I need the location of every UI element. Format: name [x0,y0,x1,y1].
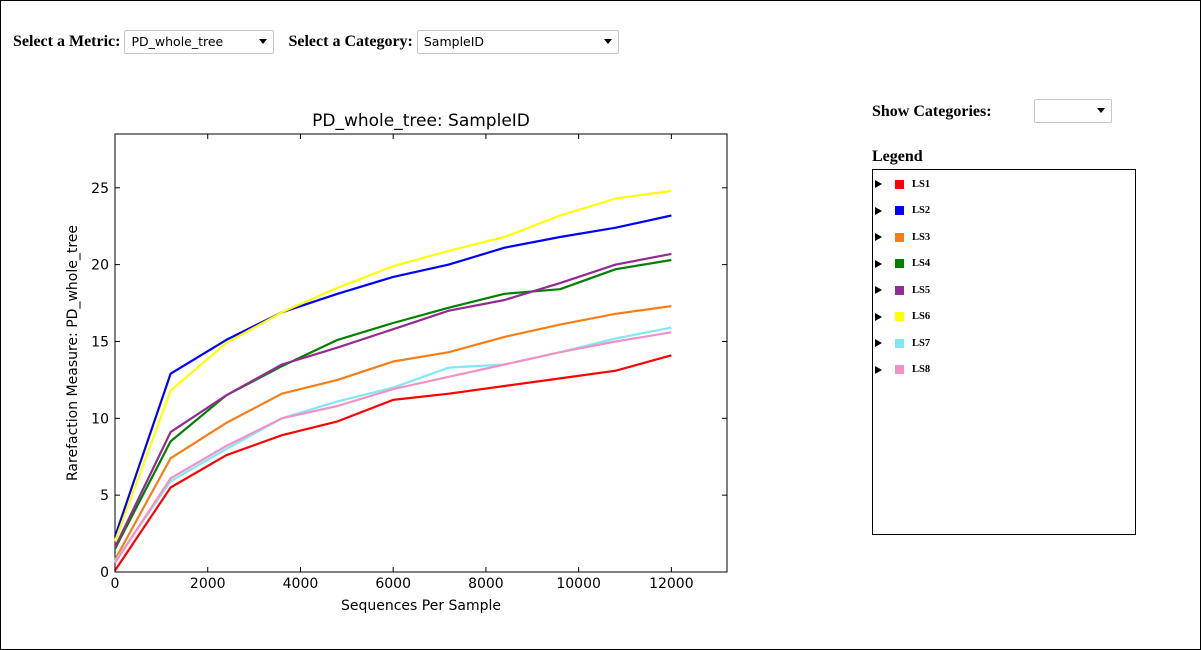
y-tick-label: 5 [100,488,109,504]
legend-label: LS4 [912,258,931,269]
x-tick-label: 10000 [556,576,601,592]
x-tick-label: 2000 [190,576,226,592]
legend-item-ls3[interactable]: LS3 [875,229,930,245]
x-tick-label: 12000 [649,576,694,592]
expand-triangle-icon[interactable] [875,286,882,294]
category-label: Select a Category: [288,33,413,50]
series-line-ls8 [114,331,672,564]
category-select[interactable]: SampleID [416,30,619,54]
legend-label: LS6 [912,311,931,322]
legend-swatch [895,259,904,268]
expand-triangle-icon[interactable] [875,259,882,268]
series-line-ls5 [114,252,672,548]
series-line-ls1 [114,354,672,572]
legend-item-ls5[interactable]: LS5 [875,282,930,298]
legend-item-ls6[interactable]: LS6 [875,309,930,325]
chevron-down-icon [603,39,612,44]
plot-area [114,133,728,573]
series-line-ls2 [113,214,672,538]
toolbar: Select a Metric: PD_whole_tree Select a … [13,30,619,54]
y-tick-label: 15 [91,334,109,350]
legend-swatch [895,206,904,215]
chevron-down-icon [1097,108,1105,113]
series-line-ls6 [113,189,672,542]
legend-label: LS1 [912,178,931,190]
y-tick-label: 10 [91,411,109,427]
legend-item-ls2[interactable]: LS2 [875,203,930,219]
legend-label: LS2 [912,205,931,216]
chart-title: PD_whole_tree: SampleID [312,111,530,131]
legend-swatch [895,365,904,374]
expand-triangle-icon[interactable] [875,180,882,188]
series-line-ls4 [114,258,672,550]
expand-triangle-icon[interactable] [875,365,882,374]
legend-label: LS8 [912,364,931,375]
category-select-value: SampleID [423,34,485,49]
legend-swatch [895,312,904,321]
metric-select[interactable]: PD_whole_tree [124,30,275,54]
y-axis-label: Rarefaction Measure: PD_whole_tree [65,225,81,481]
legend-swatch [895,285,904,295]
legend-label: LS5 [912,284,931,296]
legend-swatch [895,232,904,242]
x-tick-label: 4000 [283,576,319,592]
y-tick-label: 25 [91,181,109,197]
legend-swatch [895,179,904,189]
metric-select-value: PD_whole_tree [131,34,224,49]
legend-title: Legend [872,148,923,165]
legend-label: LS7 [912,337,931,349]
legend-item-ls8[interactable]: LS8 [875,362,930,378]
legend-item-ls1[interactable]: LS1 [875,176,930,192]
y-tick-label: 20 [91,258,109,274]
series-line-ls3 [114,305,672,561]
y-tick-label: 0 [100,565,109,581]
x-tick-label: 8000 [468,576,504,592]
legend-item-ls4[interactable]: LS4 [875,256,930,272]
expand-triangle-icon[interactable] [875,312,882,321]
expand-triangle-icon[interactable] [875,206,882,215]
legend-swatch [895,338,904,348]
x-axis-label: Sequences Per Sample [341,598,501,614]
rarefaction-chart: 0 2000 4000 6000 8000 10000 12000 0 5 10 15 20 25 Se… [65,133,728,614]
x-tick-label: 6000 [375,576,411,592]
expand-triangle-icon[interactable] [875,339,882,347]
x-tick-label: 0 [111,576,120,592]
metric-label: Select a Metric: [13,33,121,50]
chevron-down-icon [259,39,268,44]
show-categories-select[interactable] [1034,99,1112,123]
legend-label: LS3 [912,231,931,243]
legend-panel: LS1 LS2 LS3 LS4 LS5 LS6 LS7 LS8 [872,169,1136,535]
expand-triangle-icon[interactable] [875,233,882,241]
show-categories-label: Show Categories: [872,103,992,120]
legend-item-ls7[interactable]: LS7 [875,335,930,351]
